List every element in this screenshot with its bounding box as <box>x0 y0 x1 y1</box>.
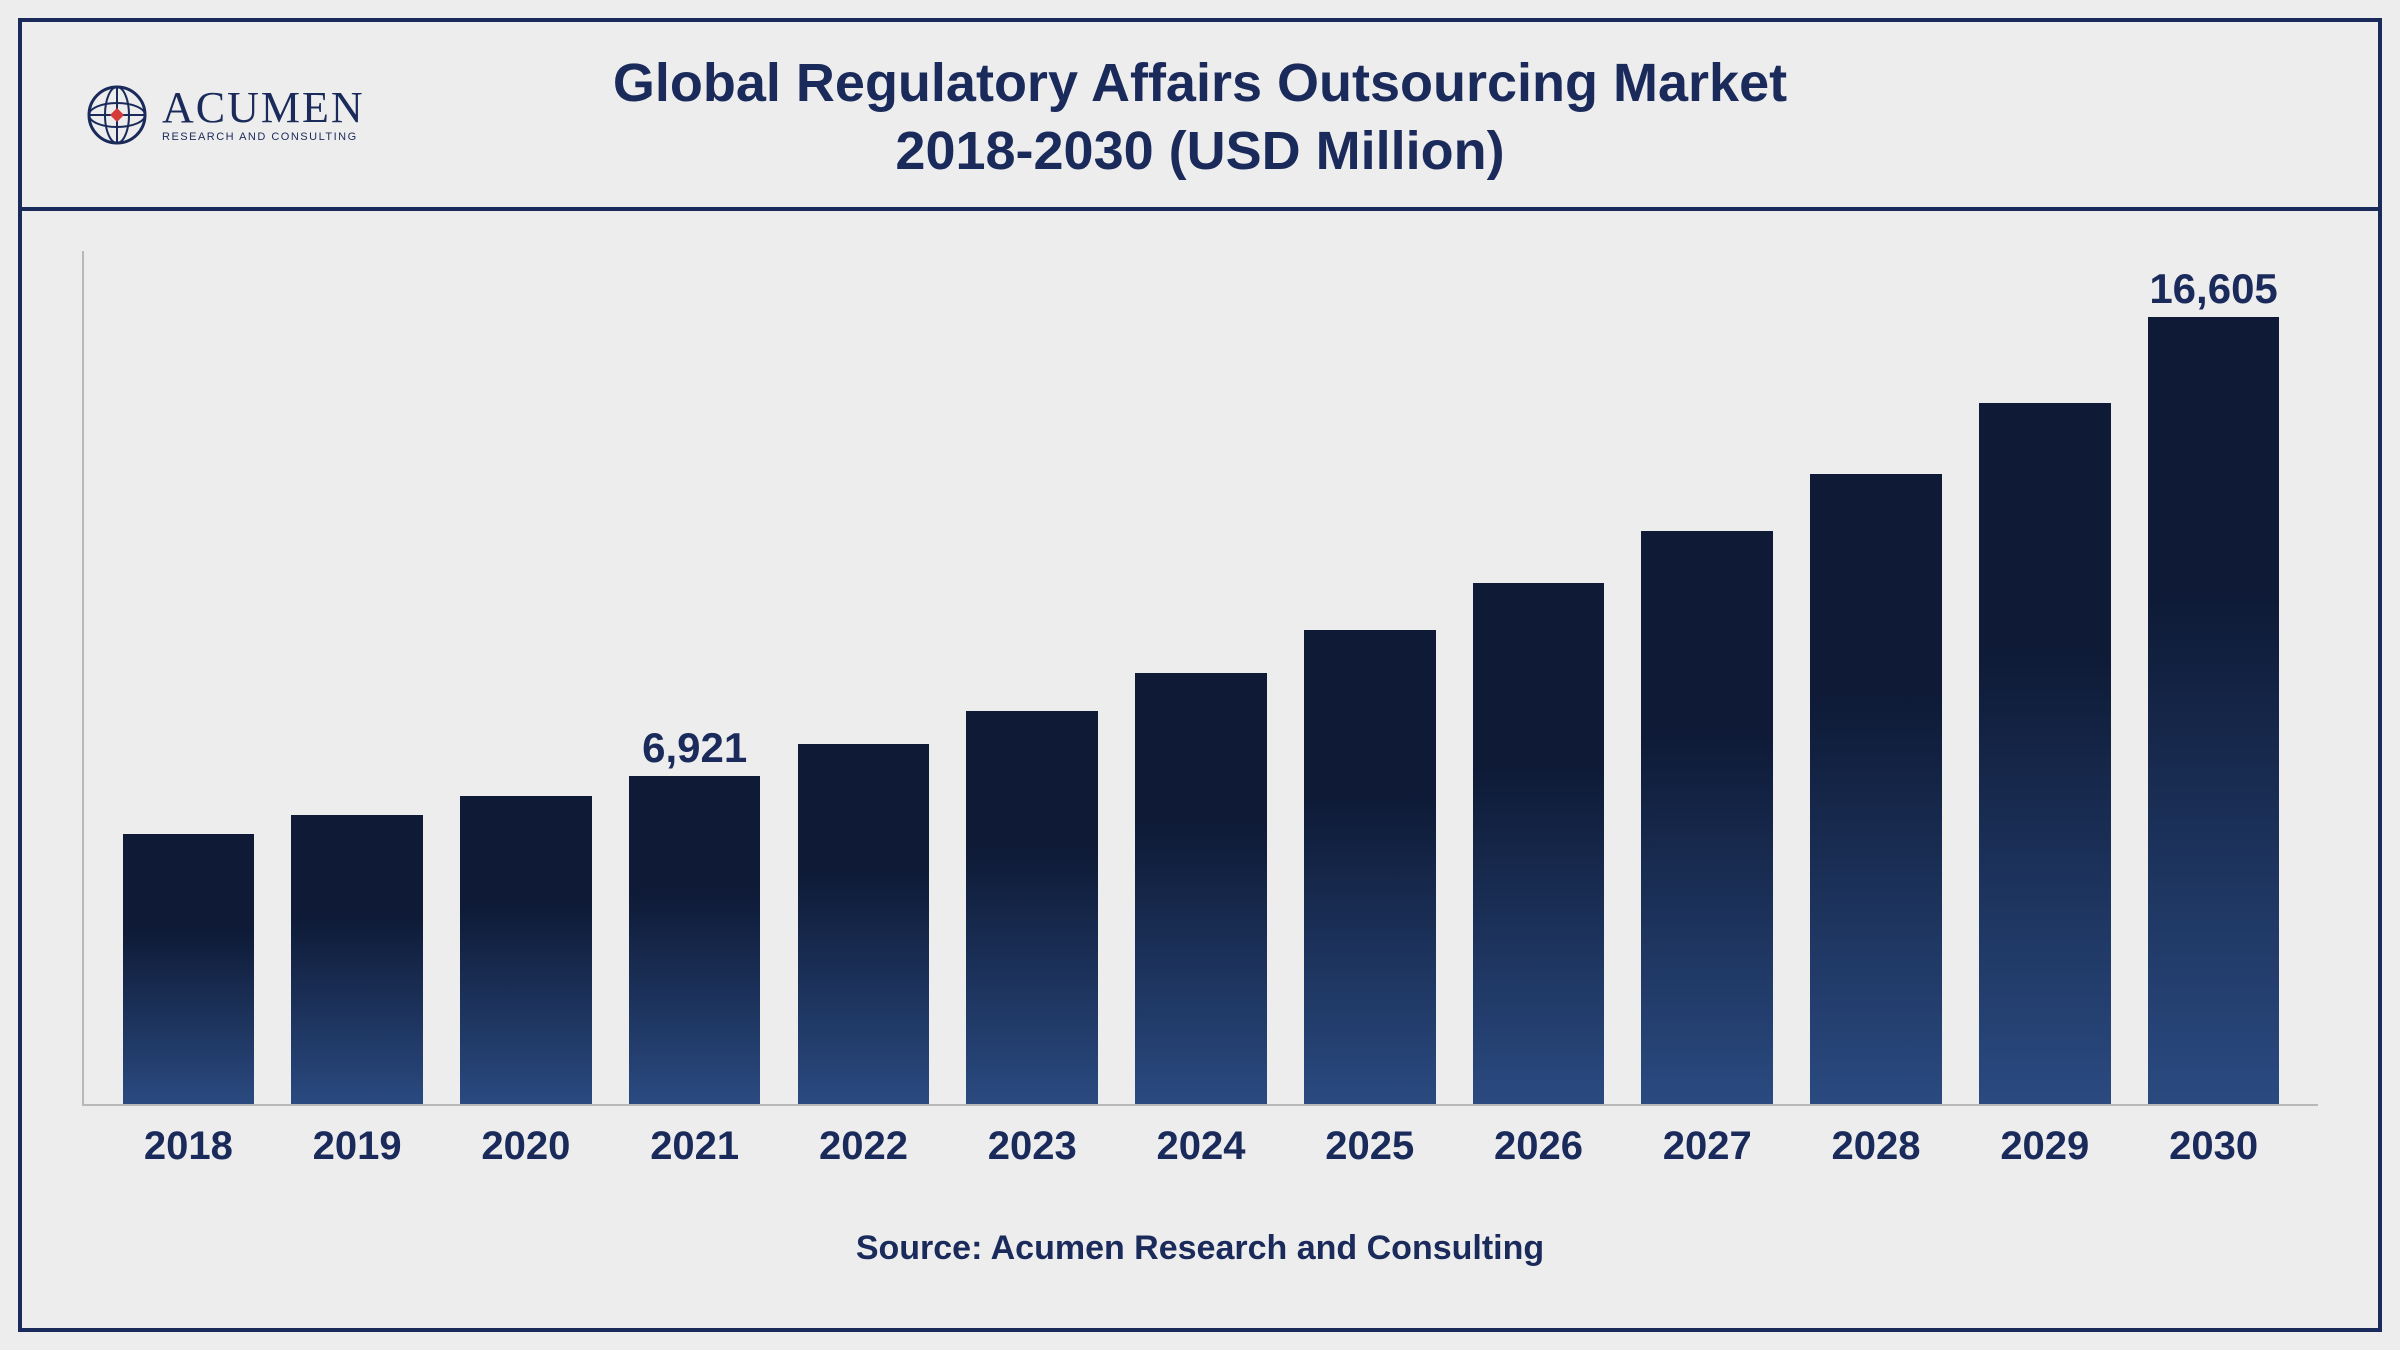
bars-group: 6,921 16,605 <box>84 251 2318 1104</box>
source-caption: Source: Acumen Research and Consulting <box>82 1169 2318 1298</box>
bar-slot <box>1960 251 2129 1104</box>
bar-value-label: 16,605 <box>2149 265 2277 313</box>
chart-title: Global Regulatory Affairs Outsourcing Ma… <box>62 50 2338 185</box>
x-tick-label: 2023 <box>948 1124 1117 1169</box>
bar <box>291 815 423 1104</box>
header: ACUMEN RESEARCH AND CONSULTING Global Re… <box>22 22 2378 211</box>
x-tick-label: 2026 <box>1454 1124 1623 1169</box>
bar <box>798 744 930 1104</box>
logo-text: ACUMEN RESEARCH AND CONSULTING <box>162 86 365 143</box>
bar <box>123 834 255 1104</box>
bar <box>1979 403 2111 1104</box>
bar: 16,605 <box>2148 317 2280 1104</box>
chart-container: ACUMEN RESEARCH AND CONSULTING Global Re… <box>18 18 2382 1332</box>
x-tick-label: 2024 <box>1117 1124 1286 1169</box>
bar-slot: 6,921 <box>610 251 779 1104</box>
bar <box>966 711 1098 1104</box>
bar-slot <box>1285 251 1454 1104</box>
bar <box>1810 474 1942 1104</box>
title-line-1: Global Regulatory Affairs Outsourcing Ma… <box>62 50 2338 118</box>
chart-area: 6,921 16,605 2018201920202021202220232024… <box>22 211 2378 1328</box>
x-tick-label: 2020 <box>442 1124 611 1169</box>
bar-slot <box>1623 251 1792 1104</box>
x-tick-label: 2029 <box>1960 1124 2129 1169</box>
globe-icon <box>82 80 152 150</box>
x-tick-label: 2019 <box>273 1124 442 1169</box>
bar-slot <box>948 251 1117 1104</box>
bar <box>1473 583 1605 1104</box>
x-tick-label: 2030 <box>2129 1124 2298 1169</box>
bar-slot <box>1117 251 1286 1104</box>
bar-slot <box>442 251 611 1104</box>
title-line-2: 2018-2030 (USD Million) <box>62 118 2338 186</box>
bar-slot <box>104 251 273 1104</box>
bar <box>1641 531 1773 1104</box>
x-tick-label: 2021 <box>610 1124 779 1169</box>
x-tick-label: 2025 <box>1285 1124 1454 1169</box>
x-tick-label: 2028 <box>1792 1124 1961 1169</box>
bar-slot <box>273 251 442 1104</box>
x-tick-label: 2022 <box>779 1124 948 1169</box>
logo-sub-text: RESEARCH AND CONSULTING <box>162 132 365 143</box>
bar <box>460 796 592 1104</box>
x-axis: 2018201920202021202220232024202520262027… <box>84 1106 2318 1169</box>
bar-slot: 16,605 <box>2129 251 2298 1104</box>
logo-main-text: ACUMEN <box>162 86 365 130</box>
bar <box>1304 630 1436 1104</box>
x-tick-label: 2018 <box>104 1124 273 1169</box>
x-tick-label: 2027 <box>1623 1124 1792 1169</box>
bar-slot <box>779 251 948 1104</box>
bar-slot <box>1792 251 1961 1104</box>
logo: ACUMEN RESEARCH AND CONSULTING <box>82 80 365 150</box>
bar-slot <box>1454 251 1623 1104</box>
plot-region: 6,921 16,605 <box>82 251 2318 1106</box>
bar <box>1135 673 1267 1104</box>
bar: 6,921 <box>629 776 761 1104</box>
bar-value-label: 6,921 <box>642 724 747 772</box>
